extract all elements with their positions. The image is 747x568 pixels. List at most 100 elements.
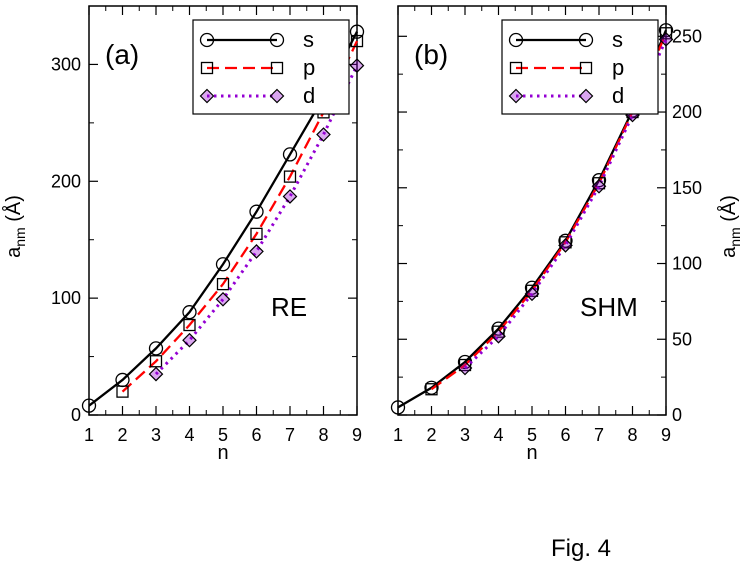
y-tick-label: 100 bbox=[51, 288, 81, 308]
y-tick-label: 200 bbox=[672, 102, 702, 122]
x-tick-label: 5 bbox=[218, 425, 228, 445]
y-tick-label: 300 bbox=[51, 54, 81, 74]
data-point-circle bbox=[199, 32, 215, 48]
x-axis-title: n bbox=[526, 442, 537, 464]
data-point-diamond bbox=[269, 88, 285, 104]
data-point-square bbox=[559, 236, 572, 249]
x-tick-label: 1 bbox=[393, 425, 403, 445]
data-point-circle bbox=[215, 257, 231, 272]
series-line-s bbox=[88, 31, 359, 407]
x-tick-label: 2 bbox=[117, 425, 127, 445]
data-point-square bbox=[149, 355, 163, 368]
data-point-square bbox=[659, 27, 673, 40]
x-tick-label: 4 bbox=[493, 425, 503, 445]
data-point-diamond bbox=[182, 332, 197, 348]
legend: spd bbox=[501, 19, 659, 115]
x-tick-label: 3 bbox=[151, 425, 161, 445]
panel-label: (b) bbox=[414, 39, 448, 70]
x-tick-label: 5 bbox=[527, 425, 537, 445]
data-point-diamond bbox=[282, 189, 298, 204]
data-point-diamond bbox=[457, 360, 473, 376]
data-point-square bbox=[525, 284, 539, 297]
chart-panel-b: 1 2 3 4 5 6 7 8 90 50 100 150 200 250 n anm (Å) (b) SHM sp… bbox=[390, 5, 743, 464]
data-point-circle bbox=[249, 204, 264, 219]
data-point-diamond bbox=[508, 88, 524, 104]
data-point-circle bbox=[148, 341, 164, 356]
legend: spd bbox=[192, 19, 350, 115]
chart-panel-a: 1 2 3 4 5 6 7 8 9 0 100 200 300 n anm (Å) (a) RE spd bbox=[2, 5, 365, 464]
data-point-square bbox=[509, 61, 523, 75]
y-tick-label: 150 bbox=[672, 178, 702, 198]
x-tick-label: 9 bbox=[352, 425, 362, 445]
data-point-square bbox=[283, 170, 297, 183]
data-point-circle bbox=[390, 400, 406, 415]
data-point-square bbox=[270, 61, 284, 75]
data-point-square bbox=[579, 61, 593, 75]
series-line-p bbox=[121, 40, 359, 393]
data-point-diamond bbox=[591, 178, 607, 194]
data-point-diamond bbox=[148, 366, 164, 382]
data-point-diamond bbox=[316, 127, 331, 142]
data-point-circle bbox=[81, 398, 97, 413]
data-point-circle bbox=[269, 32, 285, 48]
data-point-diamond bbox=[524, 286, 540, 302]
series-d bbox=[148, 58, 365, 382]
legend-label-p: p bbox=[612, 55, 624, 80]
x-tick-label: 8 bbox=[318, 425, 328, 445]
data-point-square bbox=[116, 385, 129, 398]
data-point-square bbox=[425, 383, 438, 396]
data-point-circle bbox=[349, 24, 365, 39]
data-point-square bbox=[350, 34, 364, 48]
x-tick-label: 7 bbox=[285, 425, 295, 445]
x-tick-label: 9 bbox=[661, 425, 671, 445]
data-point-square bbox=[183, 318, 196, 332]
series-s bbox=[81, 24, 365, 413]
y-tick-label: 0 bbox=[71, 405, 81, 425]
y-tick-label: 50 bbox=[672, 329, 692, 349]
data-point-diamond bbox=[558, 237, 573, 253]
data-point-circle bbox=[282, 147, 298, 162]
legend-label-p: p bbox=[303, 55, 315, 80]
legend-label-s: s bbox=[303, 27, 314, 52]
x-tick-label: 4 bbox=[184, 425, 194, 445]
data-point-circle bbox=[578, 32, 594, 48]
x-tick-label: 6 bbox=[560, 425, 570, 445]
series-d bbox=[457, 31, 674, 376]
figure-caption: Fig. 4 bbox=[551, 535, 611, 562]
x-tick-label: 2 bbox=[426, 425, 436, 445]
data-point-diamond bbox=[578, 88, 594, 104]
x-tick-label: 8 bbox=[627, 425, 637, 445]
y-axis-title: anm (Å) bbox=[2, 195, 28, 258]
x-tick-label: 7 bbox=[594, 425, 604, 445]
data-point-square bbox=[216, 277, 230, 291]
data-point-square bbox=[492, 325, 505, 338]
y-tick-label: 0 bbox=[672, 405, 682, 425]
data-point-diamond bbox=[349, 58, 365, 73]
y-tick-label: 250 bbox=[672, 26, 702, 46]
x-axis-title: n bbox=[217, 442, 228, 464]
data-point-diamond bbox=[658, 31, 674, 47]
data-point-diamond bbox=[249, 244, 264, 259]
data-point-diamond bbox=[491, 328, 506, 344]
legend-label-d: d bbox=[612, 83, 624, 108]
data-point-circle bbox=[658, 23, 674, 38]
data-point-square bbox=[200, 61, 214, 75]
model-label: SHM bbox=[580, 292, 638, 322]
data-point-diamond bbox=[199, 88, 215, 104]
y-tick-label: 100 bbox=[672, 254, 702, 274]
x-tick-label: 6 bbox=[251, 425, 261, 445]
panel-label: (a) bbox=[105, 39, 139, 70]
data-point-square bbox=[458, 358, 472, 372]
legend-label-d: d bbox=[303, 83, 315, 108]
data-point-diamond bbox=[215, 291, 231, 307]
model-label: RE bbox=[271, 292, 307, 322]
y-tick-label: 200 bbox=[51, 171, 81, 191]
legend-label-s: s bbox=[612, 27, 623, 52]
data-point-circle bbox=[182, 305, 197, 320]
data-point-circle bbox=[591, 173, 607, 188]
x-tick-label: 3 bbox=[460, 425, 470, 445]
data-point-circle bbox=[508, 32, 524, 48]
y-axis-title: anm (Å) bbox=[717, 195, 743, 258]
data-point-square bbox=[250, 227, 263, 241]
